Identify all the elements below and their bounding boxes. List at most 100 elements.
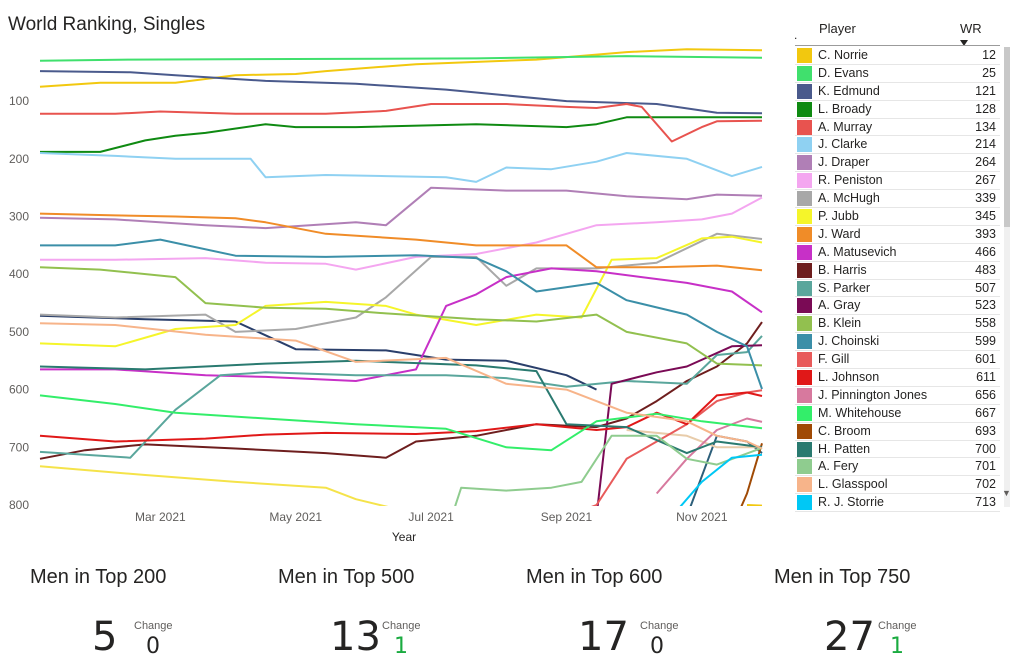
series-line-h-patten[interactable] — [39, 359, 763, 455]
series-line-b-klein[interactable] — [39, 266, 763, 367]
kpi-top-500: Men in Top 500 13 Change 1 — [278, 560, 518, 670]
series-line-b-harris[interactable] — [39, 321, 763, 460]
series-line-j-pinnington-jones[interactable] — [655, 417, 763, 495]
series-line-a-matusevich[interactable] — [40, 267, 763, 382]
series-line-l-broady[interactable] — [40, 116, 762, 153]
player-name: J. Clarke — [818, 137, 868, 152]
series-line-r-peniston[interactable] — [40, 196, 763, 271]
world-rank: 558 — [975, 316, 996, 331]
x-tick-label: Sep 2021 — [541, 510, 593, 524]
legend-row[interactable]: B. Harris 483 — [795, 262, 1000, 280]
legend-row[interactable]: J. Clarke 214 — [795, 136, 1000, 155]
world-rank: 656 — [975, 387, 996, 402]
series-line-a-murray[interactable] — [40, 103, 763, 143]
legend-swatch — [797, 423, 812, 439]
legend-row[interactable]: C. Broom 693 — [795, 423, 1000, 441]
series-lines — [39, 48, 763, 550]
series-line-j-clarke[interactable] — [39, 152, 763, 183]
series-line-k-edmund[interactable] — [39, 70, 763, 115]
series-line-j-draper[interactable] — [39, 186, 763, 230]
series-line-p-jubb[interactable] — [39, 235, 763, 348]
legend-swatch — [797, 316, 812, 332]
header-player[interactable]: Player — [819, 21, 856, 36]
series-line-unlisted[interactable] — [746, 504, 763, 506]
scrollbar-thumb[interactable] — [1004, 47, 1010, 227]
ranking-line-chart[interactable]: 100 200 300 400 500 600 700 800 Mar 2021 May 202… — [0, 0, 785, 550]
player-name: F. Gill — [818, 352, 850, 367]
world-rank: 507 — [975, 280, 996, 295]
legend-row[interactable]: B. Klein 558 — [795, 315, 1000, 334]
legend-row[interactable]: P. Jubb 345 — [795, 208, 1000, 226]
kpi-change-value: 0 — [146, 634, 160, 659]
series-line-l-glasspool[interactable] — [39, 322, 763, 450]
player-name: J. Ward — [818, 226, 861, 241]
legend-row[interactable]: L. Johnson 611 — [795, 369, 1000, 387]
world-rank: 134 — [975, 119, 996, 134]
player-legend-table[interactable]: . Player WR C. Norrie 12 D. Evans 25 K. Edmu… — [790, 18, 1016, 516]
legend-row[interactable]: J. Draper 264 — [795, 154, 1000, 173]
legend-row[interactable]: R. J. Storrie 713 — [795, 494, 1000, 513]
legend-row[interactable]: A. Matusevich 466 — [795, 244, 1000, 262]
legend-row[interactable]: L. Glasspool 702 — [795, 476, 1000, 495]
legend-rows: C. Norrie 12 D. Evans 25 K. Edmund 121 L. Broa… — [795, 47, 1000, 513]
legend-row[interactable]: J. Ward 393 — [795, 226, 1000, 244]
legend-row[interactable]: K. Edmund 121 — [795, 83, 1000, 101]
series-line-unlisted[interactable] — [626, 429, 762, 449]
kpi-value: 13 — [330, 614, 381, 660]
series-line-a-mchugh[interactable] — [39, 232, 763, 333]
series-line-c-broom[interactable] — [717, 443, 763, 550]
series-line-c-norrie[interactable] — [39, 48, 763, 88]
series-line-r-j-storrie[interactable] — [672, 453, 763, 517]
legend-swatch — [797, 262, 812, 278]
world-rank: 693 — [975, 423, 996, 438]
player-name: J. Draper — [818, 155, 870, 170]
legend-row[interactable]: D. Evans 25 — [795, 65, 1000, 83]
legend-row[interactable]: L. Broady 128 — [795, 101, 1000, 119]
legend-swatch — [797, 459, 812, 475]
chart-title: World Ranking, Singles — [8, 14, 206, 35]
legend-row[interactable]: H. Patten 700 — [795, 441, 1000, 459]
series-line-unlisted[interactable] — [39, 314, 597, 391]
legend-row[interactable]: A. Gray 523 — [795, 297, 1000, 316]
series-line-a-fery[interactable] — [446, 434, 763, 534]
y-tick-label: 500 — [9, 325, 29, 339]
legend-row[interactable]: C. Norrie 12 — [795, 47, 1000, 65]
series-line-j-ward[interactable] — [39, 212, 763, 272]
world-rank: 393 — [975, 226, 996, 241]
legend-swatch — [797, 370, 812, 386]
legend-row[interactable]: J. Pinnington Jones 656 — [795, 387, 1000, 405]
kpi-value: 5 — [92, 614, 118, 660]
legend-row[interactable]: M. Whitehouse 667 — [795, 405, 1000, 423]
kpi-top-600: Men in Top 600 17 Change 0 — [526, 560, 766, 670]
series-line-j-choinski[interactable] — [40, 238, 763, 390]
series-line-f-gill[interactable] — [567, 389, 763, 516]
world-rank: 339 — [975, 191, 996, 206]
scroll-down-arrow-icon[interactable]: ▼ — [1002, 488, 1011, 498]
world-rank: 466 — [975, 244, 996, 259]
sort-descending-icon[interactable] — [960, 40, 968, 46]
x-axis-title: Year — [392, 530, 416, 544]
series-line-l-johnson[interactable] — [39, 391, 763, 443]
legend-row[interactable]: R. Peniston 267 — [795, 172, 1000, 191]
legend-row[interactable]: A. Fery 701 — [795, 458, 1000, 477]
series-line-d-evans[interactable] — [39, 55, 763, 62]
legend-row[interactable]: A. McHugh 339 — [795, 190, 1000, 209]
player-name: A. Murray — [818, 119, 873, 134]
legend-row[interactable]: S. Parker 507 — [795, 280, 1000, 298]
world-rank: 128 — [975, 101, 996, 116]
legend-scrollbar[interactable] — [1004, 47, 1010, 507]
legend-row[interactable]: A. Murray 134 — [795, 119, 1000, 137]
legend-swatch — [797, 280, 812, 296]
header-wr[interactable]: WR — [960, 21, 982, 36]
x-tick-label: Jul 2021 — [408, 510, 454, 524]
legend-row[interactable]: J. Choinski 599 — [795, 333, 1000, 352]
player-name: B. Klein — [818, 316, 862, 331]
world-rank: 264 — [975, 155, 996, 170]
player-name: A. Matusevich — [818, 244, 897, 259]
player-name: L. Glasspool — [818, 477, 888, 492]
series-line-a-gray[interactable] — [596, 344, 763, 516]
kpi-top-750: Men in Top 750 27 Change 1 — [774, 560, 1014, 670]
series-line-unlisted[interactable] — [39, 465, 416, 513]
legend-row[interactable]: F. Gill 601 — [795, 351, 1000, 370]
series-line-m-whitehouse[interactable] — [39, 394, 763, 452]
